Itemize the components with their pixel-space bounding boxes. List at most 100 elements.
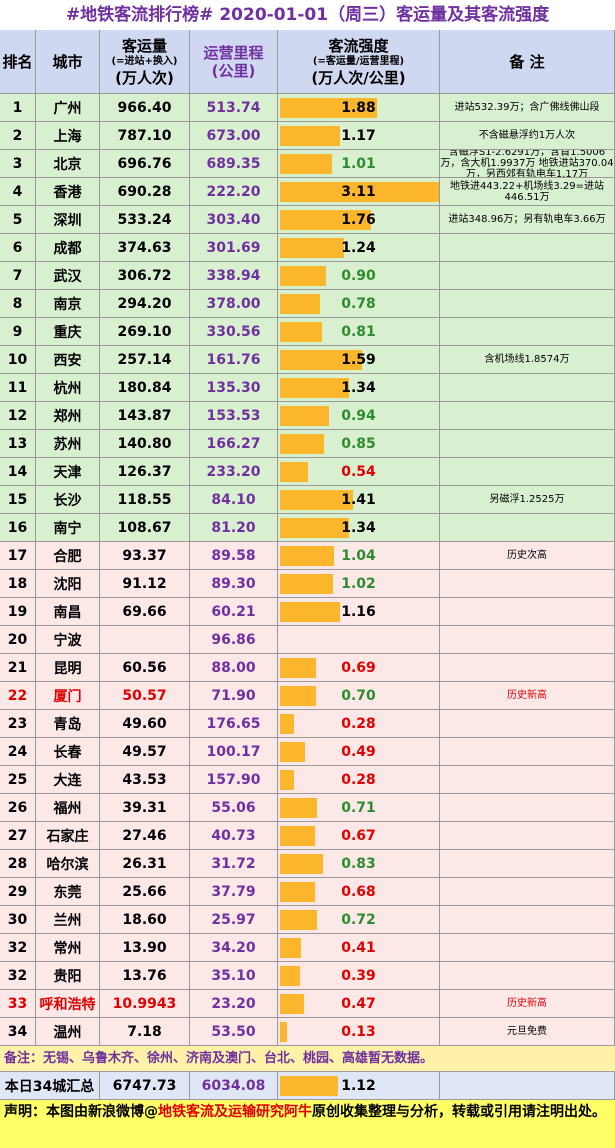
intensity-bar: [280, 266, 327, 286]
intensity-bar: [280, 910, 318, 930]
intensity-bar: [280, 854, 323, 874]
table-row: 2 上海 787.10 673.00 1.17 不含磁悬浮约1万人次: [0, 122, 615, 150]
table-header: 排名 城市 客运量 (=进站+换入) (万人次) 运营里程 (公里) 客流强度 (=客运…: [0, 30, 615, 94]
ridership-cell: 7.18: [100, 1018, 190, 1046]
city-cell: 合肥: [36, 542, 100, 570]
length-cell: 53.50: [190, 1018, 278, 1046]
ridership-cell: 50.57: [100, 682, 190, 710]
intensity-value: 0.85: [341, 435, 376, 452]
rank-cell: 6: [0, 234, 36, 262]
city-cell: 广州: [36, 94, 100, 122]
city-cell: 香港: [36, 178, 100, 206]
table-row: 14 天津 126.37 233.20 0.54: [0, 458, 615, 486]
intensity-bar: [280, 1022, 287, 1042]
note-cell: [440, 598, 615, 626]
intensity-value: 0.69: [341, 659, 376, 676]
header-text: (公里): [211, 61, 256, 80]
intensity-bar: [280, 602, 340, 622]
intensity-cell: 0.70: [278, 682, 440, 710]
city-cell: 郑州: [36, 402, 100, 430]
rank-cell: 2: [0, 122, 36, 150]
ridership-cell: 143.87: [100, 402, 190, 430]
ridership-cell: 787.10: [100, 122, 190, 150]
intensity-value: 0.83: [341, 855, 376, 872]
intensity-cell: 1.41: [278, 486, 440, 514]
note-cell: [440, 850, 615, 878]
length-cell: 37.79: [190, 878, 278, 906]
ridership-cell: [100, 626, 190, 654]
city-cell: 杭州: [36, 374, 100, 402]
city-cell: 重庆: [36, 318, 100, 346]
ridership-cell: 13.90: [100, 934, 190, 962]
ridership-cell: 140.80: [100, 430, 190, 458]
note-cell: 元旦免费: [440, 1018, 615, 1046]
intensity-bar: [280, 882, 316, 902]
intensity-cell: 0.69: [278, 654, 440, 682]
city-cell: 武汉: [36, 262, 100, 290]
city-cell: 长沙: [36, 486, 100, 514]
city-cell: 长春: [36, 738, 100, 766]
ridership-cell: 306.72: [100, 262, 190, 290]
intensity-bar: [280, 350, 363, 370]
intensity-bar: [280, 1076, 338, 1096]
intensity-cell: 1.02: [278, 570, 440, 598]
ridership-cell: 108.67: [100, 514, 190, 542]
table-row: 10 西安 257.14 161.76 1.59 含机场线1.8574万: [0, 346, 615, 374]
intensity-bar: [280, 182, 439, 202]
intensity-value: 0.39: [341, 967, 376, 984]
rank-cell: 1: [0, 94, 36, 122]
length-cell: 157.90: [190, 766, 278, 794]
city-cell: 青岛: [36, 710, 100, 738]
intensity-bar: [280, 798, 317, 818]
intensity-value: 1.17: [341, 127, 376, 144]
declaration-author: 地铁客流及运输研究阿牛: [158, 1104, 312, 1120]
intensity-cell: 1.04: [278, 542, 440, 570]
table-row: 32 贵阳 13.76 35.10 0.39: [0, 962, 615, 990]
note-cell: [440, 430, 615, 458]
table-row: 19 南昌 69.66 60.21 1.16: [0, 598, 615, 626]
intensity-cell: 0.28: [278, 766, 440, 794]
table-row: 29 东莞 25.66 37.79 0.68: [0, 878, 615, 906]
table-row: 1 广州 966.40 513.74 1.88 进站532.39万；含广佛线佛山段: [0, 94, 615, 122]
intensity-cell: 0.68: [278, 878, 440, 906]
table-row: 32 常州 13.90 34.20 0.41: [0, 934, 615, 962]
header-text: 城市: [52, 52, 83, 71]
header-text: (=进站+换入): [111, 55, 178, 67]
rank-cell: 21: [0, 654, 36, 682]
length-cell: 222.20: [190, 178, 278, 206]
note-cell: [440, 822, 615, 850]
rank-cell: 28: [0, 850, 36, 878]
length-cell: 166.27: [190, 430, 278, 458]
intensity-bar: [280, 210, 371, 230]
table-row: 23 青岛 49.60 176.65 0.28: [0, 710, 615, 738]
intensity-value: 0.49: [341, 743, 376, 760]
city-cell: 贵阳: [36, 962, 100, 990]
intensity-value: 0.13: [341, 1023, 376, 1040]
ridership-cell: 43.53: [100, 766, 190, 794]
rank-cell: 7: [0, 262, 36, 290]
rank-cell: 12: [0, 402, 36, 430]
intensity-cell: 1.59: [278, 346, 440, 374]
city-cell: 宁波: [36, 626, 100, 654]
table-row: 6 成都 374.63 301.69 1.24: [0, 234, 615, 262]
length-cell: 96.86: [190, 626, 278, 654]
ridership-cell: 69.66: [100, 598, 190, 626]
rank-cell: 18: [0, 570, 36, 598]
rank-cell: 34: [0, 1018, 36, 1046]
intensity-bar: [280, 546, 334, 566]
length-cell: 88.00: [190, 654, 278, 682]
intensity-value: 0.90: [341, 267, 376, 284]
intensity-cell: [278, 626, 440, 654]
header-text: 备 注: [509, 52, 545, 71]
note-cell: 另磁浮1.2525万: [440, 486, 615, 514]
note-cell: [440, 318, 615, 346]
intensity-value: 0.81: [341, 323, 376, 340]
intensity-cell: 0.71: [278, 794, 440, 822]
note-cell: [440, 626, 615, 654]
intensity-bar: [280, 322, 322, 342]
table-row: 15 长沙 118.55 84.10 1.41 另磁浮1.2525万: [0, 486, 615, 514]
ridership-cell: 533.24: [100, 206, 190, 234]
ridership-cell: 269.10: [100, 318, 190, 346]
intensity-bar: [280, 518, 350, 538]
